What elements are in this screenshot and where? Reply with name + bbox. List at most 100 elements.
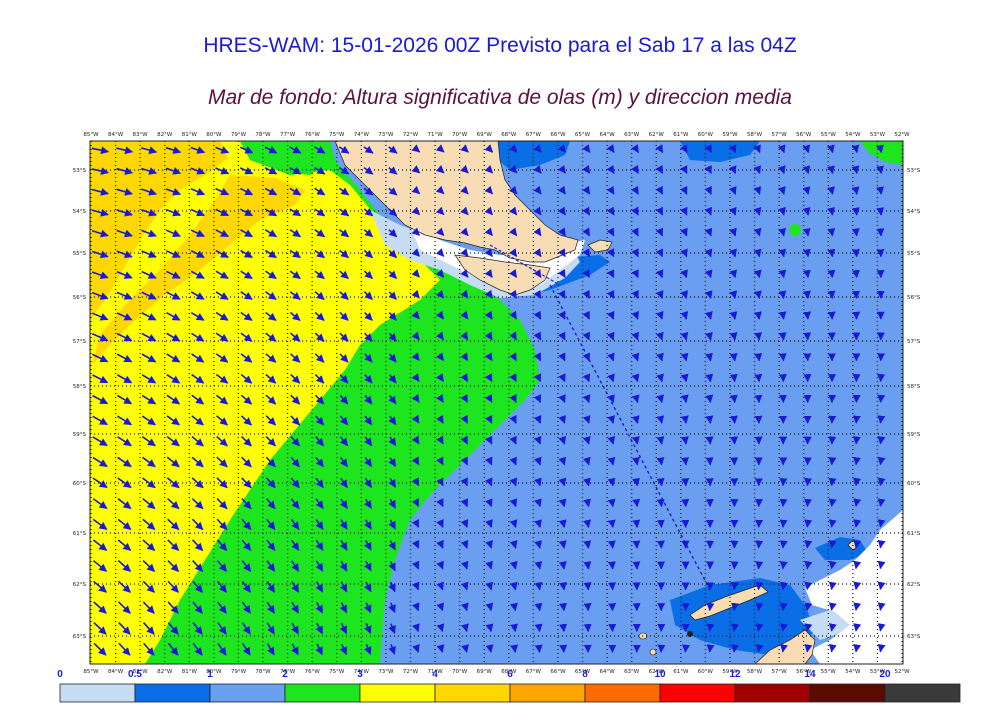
direction-arrow [827, 207, 836, 216]
direction-arrow [655, 206, 664, 216]
direction-arrow [485, 602, 494, 612]
map-subtitle: Mar de fondo: Altura significativa de ol… [208, 86, 792, 109]
direction-arrow [484, 206, 493, 216]
direction-arrow [141, 270, 157, 279]
direction-arrow [779, 560, 788, 570]
direction-arrow [91, 208, 109, 217]
direction-arrow [510, 623, 518, 633]
direction-arrow [876, 228, 885, 237]
direction-arrow [411, 310, 420, 320]
direction-arrow [215, 229, 229, 238]
lon-tick-label: 66°W [550, 669, 566, 675]
direction-arrow [240, 415, 253, 426]
direction-arrow [191, 373, 205, 384]
direction-arrow [92, 498, 108, 510]
direction-arrow [315, 519, 324, 530]
direction-arrow [388, 498, 397, 509]
direction-arrow [877, 456, 886, 466]
direction-arrow [92, 415, 108, 426]
direction-arrow [876, 165, 884, 175]
direction-arrow [606, 227, 615, 237]
direction-arrow [704, 144, 712, 154]
direction-arrow [729, 290, 738, 300]
direction-arrow [411, 331, 420, 341]
lon-tick-label: 76°W [305, 132, 321, 138]
direction-arrow [190, 249, 205, 259]
direction-arrow [680, 165, 688, 174]
direction-arrow [339, 332, 349, 342]
direction-arrow [215, 270, 229, 280]
direction-arrow [388, 145, 398, 154]
direction-arrow [460, 206, 469, 216]
direction-arrow [339, 270, 349, 280]
direction-arrow [485, 644, 494, 653]
lon-tick-label: 69°W [477, 669, 493, 675]
direction-arrow [680, 436, 689, 445]
field-island-green [789, 224, 801, 236]
colorbar-label: 8 [582, 669, 588, 680]
lon-tick-label: 55°W [821, 132, 837, 138]
direction-arrow [509, 206, 518, 216]
direction-arrow [655, 227, 664, 237]
direction-arrow [314, 291, 325, 301]
colorbar-label: 4 [432, 669, 438, 680]
direction-arrow [460, 185, 469, 195]
direction-arrow [607, 477, 616, 487]
direction-arrow [533, 269, 542, 278]
direction-arrow [266, 539, 276, 551]
lat-tick-label: 57°S [73, 339, 87, 345]
direction-arrow [778, 290, 787, 299]
direction-arrow [167, 622, 179, 635]
direction-arrow [706, 644, 715, 653]
direction-arrow [388, 581, 396, 593]
direction-arrow [804, 602, 813, 611]
direction-arrow [241, 456, 252, 468]
direction-arrow [142, 477, 156, 489]
direction-arrow [264, 270, 277, 280]
direction-arrow [558, 477, 567, 487]
direction-arrow [165, 229, 181, 238]
direction-arrow [753, 186, 762, 195]
direction-arrow [141, 374, 157, 384]
lon-tick-label: 62°W [649, 669, 665, 675]
direction-arrow [877, 602, 886, 611]
direction-arrow [802, 144, 811, 154]
direction-arrow [91, 312, 109, 321]
direction-arrow [411, 435, 420, 445]
direction-arrow [215, 249, 229, 259]
direction-arrow [241, 518, 252, 531]
direction-arrow [436, 602, 445, 612]
direction-arrow [682, 644, 690, 653]
direction-arrow [266, 580, 276, 593]
direction-arrow [851, 248, 860, 258]
direction-arrow [265, 311, 277, 321]
direction-arrow [631, 331, 640, 341]
direction-arrow [851, 165, 860, 175]
direction-arrow [606, 269, 615, 279]
lon-tick-label: 79°W [231, 132, 247, 138]
direction-arrow [778, 248, 787, 258]
direction-arrow [631, 290, 639, 299]
direction-arrow [705, 394, 714, 404]
direction-arrow [314, 208, 326, 217]
direction-arrow [116, 250, 133, 259]
direction-arrow [460, 498, 469, 508]
direction-arrow [339, 229, 350, 238]
direction-arrow [266, 518, 276, 531]
direction-arrow [339, 249, 350, 259]
direction-arrow [460, 165, 469, 174]
direction-arrow [534, 581, 543, 591]
direction-arrow [217, 642, 227, 656]
direction-arrow [754, 373, 763, 383]
direction-arrow [339, 477, 348, 489]
direction-arrow [631, 144, 639, 154]
direction-arrow [509, 227, 518, 237]
direction-arrow [509, 289, 518, 299]
lat-tick-label: 60°S [907, 481, 921, 487]
direction-arrow [436, 623, 445, 633]
direction-arrow [853, 498, 862, 507]
direction-arrow [166, 435, 180, 447]
direction-arrow [116, 271, 133, 279]
direction-arrow [339, 602, 348, 614]
direction-arrow [485, 498, 493, 508]
